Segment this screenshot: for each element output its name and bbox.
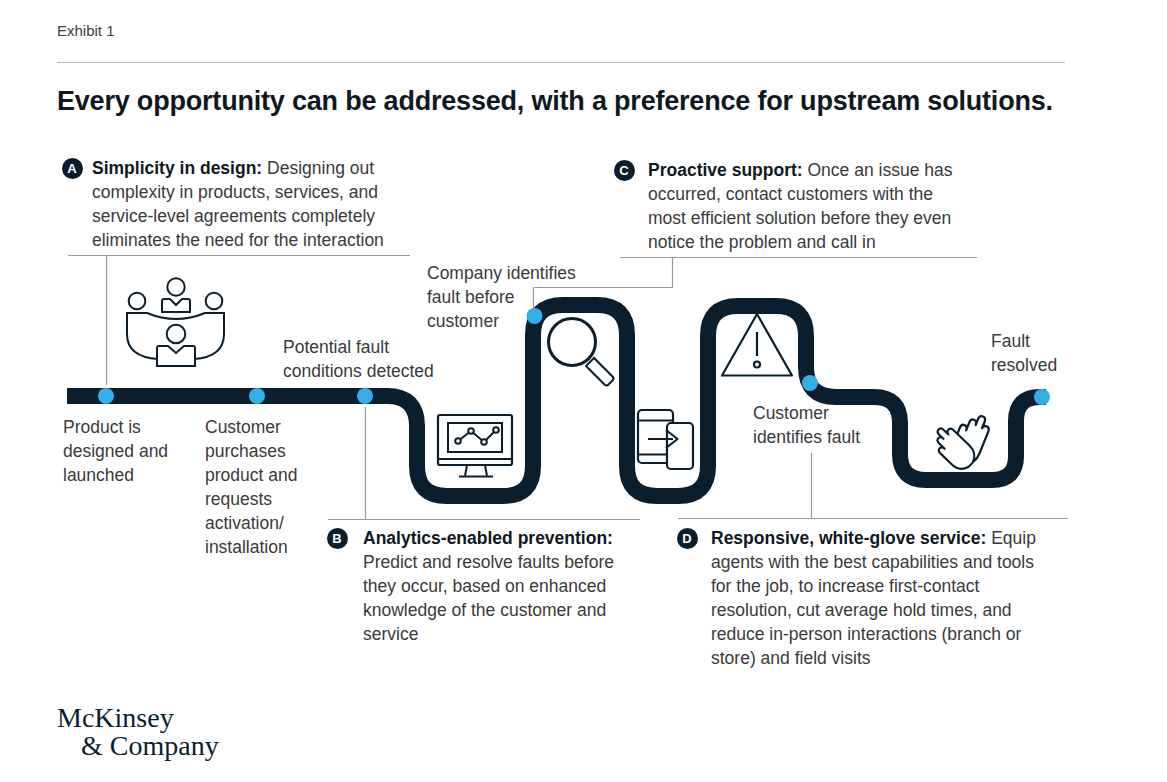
people-meeting-icon <box>127 278 224 366</box>
dot-product-designed <box>98 388 114 404</box>
label-fault-resolved: Fault resolved <box>991 329 1057 377</box>
label-potential-fault: Potential fault conditions detected <box>283 335 434 383</box>
phone-transfer-icon <box>638 410 693 469</box>
annotation-c: Proactive support: Once an issue has occ… <box>648 158 998 254</box>
badge-c: C <box>614 160 635 181</box>
badge-d: D <box>677 528 698 549</box>
dot-fault-resolved <box>1034 389 1050 405</box>
annotation-b: Analytics-enabled prevention: Predict an… <box>363 526 663 646</box>
badge-b: B <box>327 528 348 549</box>
logo-line1: McKinsey <box>57 704 219 732</box>
annotation-d: Responsive, white-glove service: Equip a… <box>711 526 1106 670</box>
label-product-designed: Product is designed and launched <box>63 415 168 487</box>
annotation-a: Simplicity in design: Designing out comp… <box>92 156 427 252</box>
dot-customer-identifies <box>802 375 818 391</box>
warning-triangle-icon <box>722 314 792 376</box>
label-company-identifies: Company identifies fault before customer <box>427 261 576 333</box>
label-customer-identifies: Customer identifies fault <box>753 401 860 449</box>
label-customer-purchases: Customer purchases product and requests … <box>205 415 297 559</box>
clapping-hands-icon <box>928 410 993 474</box>
badge-a: A <box>62 158 83 179</box>
mckinsey-logo: McKinsey & Company <box>57 704 219 760</box>
dot-customer-purchases <box>249 388 265 404</box>
monitor-chart-icon <box>438 415 512 477</box>
dot-potential-fault <box>357 388 373 404</box>
logo-line2: & Company <box>81 732 219 760</box>
